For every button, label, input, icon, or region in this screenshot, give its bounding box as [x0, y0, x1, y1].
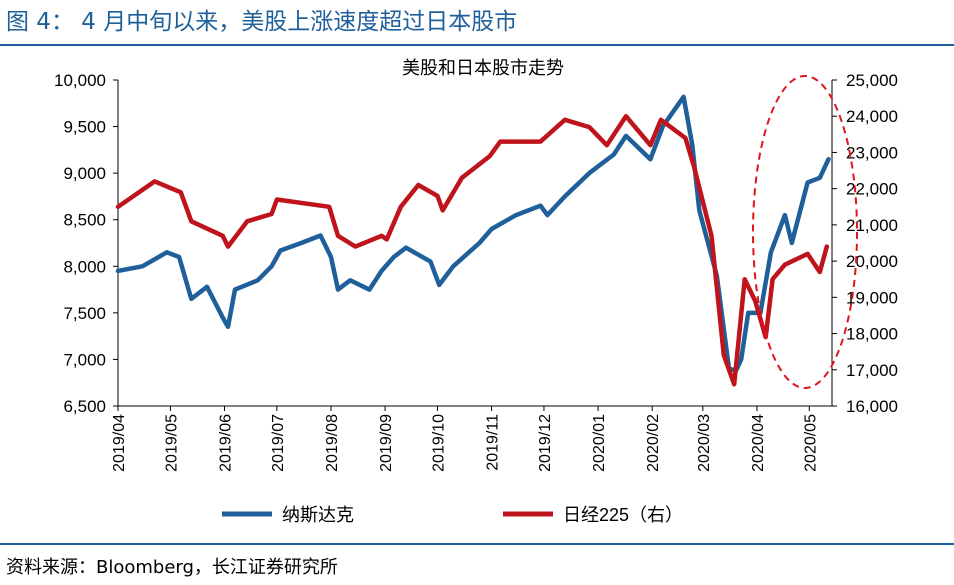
- left-y-tick-label: 8,500: [63, 211, 106, 230]
- x-tick-label: 2019/05: [163, 414, 180, 472]
- x-tick-label: 2019/08: [324, 414, 341, 472]
- figure-title: 图 4： 4 月中旬以来，美股上涨速度超过日本股市: [6, 9, 518, 35]
- right-y-tick-label: 18,000: [846, 325, 898, 344]
- right-y-tick-label: 24,000: [846, 107, 898, 126]
- series-line-nikkei: [115, 113, 830, 387]
- x-tick-label: 2020/02: [645, 414, 662, 472]
- legend-label-nasdaq: 纳斯达克: [282, 505, 354, 525]
- highlight-ellipse: [752, 75, 858, 389]
- x-tick-label: 2019/06: [217, 414, 234, 472]
- left-y-tick-label: 7,500: [63, 304, 106, 323]
- x-tick-label: 2019/04: [111, 414, 128, 472]
- source-note: 资料来源：Bloomberg，长江证券研究所: [6, 557, 338, 578]
- right-y-tick-label: 20,000: [846, 252, 898, 271]
- source-rule: [0, 543, 954, 545]
- left-y-tick-label: 9,500: [63, 118, 106, 137]
- right-y-tick-label: 16,000: [846, 397, 898, 416]
- series-line-nasdaq: [115, 94, 831, 373]
- left-y-tick-label: 7,000: [63, 350, 106, 369]
- x-tick-label: 2019/11: [485, 414, 502, 471]
- right-y-tick-label: 25,000: [846, 71, 898, 90]
- x-tick-label: 2019/09: [378, 414, 395, 472]
- right-y-tick-label: 23,000: [846, 143, 898, 162]
- chart-title: 美股和日本股市走势: [402, 58, 564, 78]
- right-y-tick-label: 17,000: [846, 361, 898, 380]
- x-tick-label: 2019/12: [537, 414, 554, 472]
- left-y-tick-label: 6,500: [63, 397, 106, 416]
- right-y-tick-label: 22,000: [846, 180, 898, 199]
- x-tick-label: 2020/01: [591, 414, 608, 472]
- left-y-tick-label: 10,000: [54, 71, 106, 90]
- x-tick-label: 2020/05: [802, 414, 819, 472]
- left-y-tick-label: 8,000: [63, 257, 106, 276]
- right-y-tick-label: 19,000: [846, 288, 898, 307]
- chart-lines: [115, 94, 831, 387]
- x-tick-label: 2020/04: [750, 414, 767, 472]
- chart-legend: 纳斯达克 日经225（右）: [222, 505, 683, 525]
- left-y-tick-label: 9,000: [63, 164, 106, 183]
- x-tick-label: 2019/10: [430, 414, 447, 472]
- chart-axes: 6,500 7,000 7,500 8,000 8,500 9,000 9,500 10,00…: [54, 71, 898, 472]
- x-tick-label: 2019/07: [270, 414, 287, 472]
- legend-label-nikkei: 日经225（右）: [563, 505, 683, 525]
- title-rule: [0, 44, 954, 46]
- chart-svg: 6,500 7,000 7,500 8,000 8,500 9,000 9,500 10,00…: [54, 58, 898, 525]
- x-tick-label: 2020/03: [696, 414, 713, 472]
- right-y-tick-label: 21,000: [846, 216, 898, 235]
